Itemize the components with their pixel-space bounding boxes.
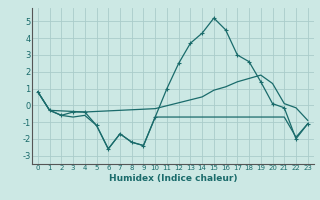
X-axis label: Humidex (Indice chaleur): Humidex (Indice chaleur): [108, 174, 237, 183]
